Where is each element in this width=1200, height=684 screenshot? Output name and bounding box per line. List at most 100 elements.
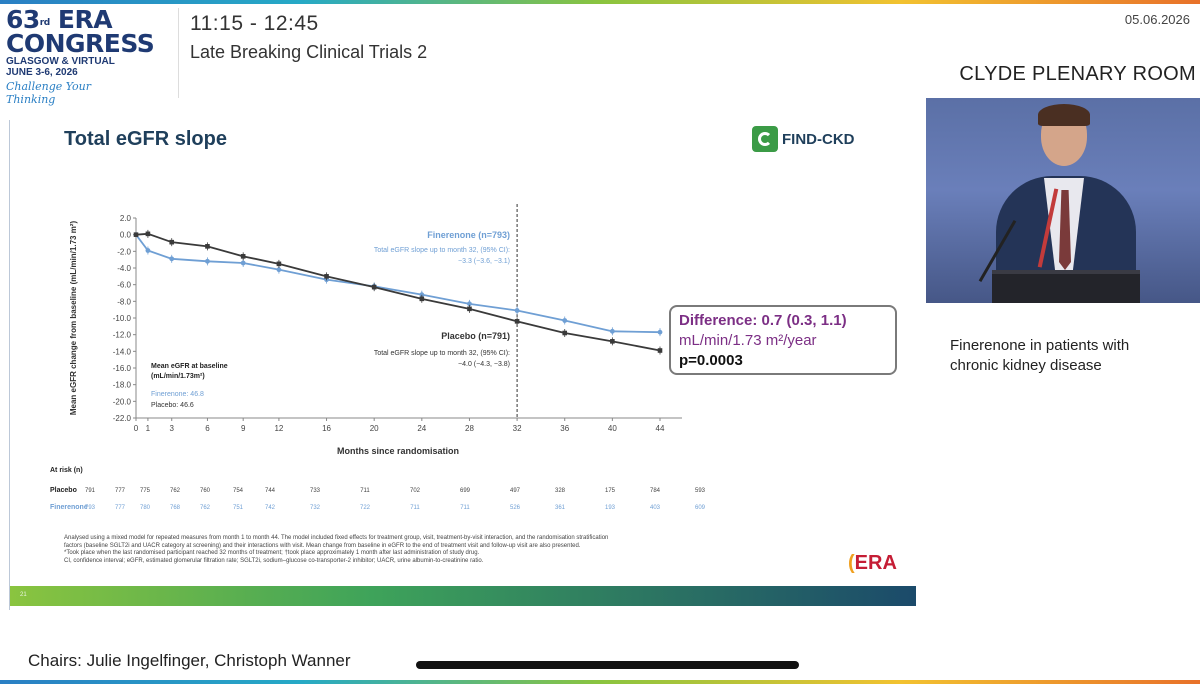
at-risk-count: 793 — [85, 505, 96, 511]
x-tick-label: 0 — [134, 424, 139, 433]
at-risk-count: 762 — [200, 505, 211, 511]
data-point — [419, 292, 425, 298]
at-risk-count: 526 — [510, 505, 521, 511]
x-axis-title: Months since randomisation — [337, 446, 459, 456]
y-tick-label: -8.0 — [117, 297, 131, 306]
at-risk-count: 593 — [695, 488, 706, 494]
finerenone-legend: Finerenone (n=793) — [427, 230, 510, 240]
top-accent-bar — [0, 0, 1200, 4]
y-tick-label: -22.0 — [113, 414, 132, 423]
at-risk-count: 777 — [115, 505, 126, 511]
at-risk-count: 193 — [605, 505, 616, 511]
finerenone-slope-text: Total eGFR slope up to month 32, (95% CI… — [374, 247, 510, 254]
finerenone-slope-value: −3.3 (−3.6, −3.1) — [458, 258, 510, 265]
at-risk-count: 784 — [650, 488, 661, 494]
at-risk-count: 702 — [410, 488, 421, 494]
x-tick-label: 20 — [370, 424, 379, 433]
at-risk-count: 744 — [265, 488, 276, 494]
horizontal-scrollbar[interactable] — [416, 661, 799, 669]
x-tick-label: 28 — [465, 424, 474, 433]
baseline-finerenone: Finerenone: 46.8 — [151, 391, 204, 398]
y-tick-label: -4.0 — [117, 264, 131, 273]
podium — [992, 270, 1140, 303]
y-tick-label: -12.0 — [113, 331, 132, 340]
at-risk-label: Placebo — [50, 487, 77, 494]
placebo-slope-text: Total eGFR slope up to month 32, (95% CI… — [374, 350, 510, 357]
x-tick-label: 40 — [608, 424, 617, 433]
at-risk-count: 791 — [85, 488, 96, 494]
x-tick-label: 32 — [513, 424, 522, 433]
baseline-placebo: Placebo: 46.6 — [151, 402, 194, 409]
at-risk-count: 777 — [115, 488, 126, 494]
at-risk-count: 328 — [555, 488, 566, 494]
at-risk-count: 732 — [310, 505, 321, 511]
at-risk-count: 742 — [265, 505, 276, 511]
data-point — [562, 330, 568, 336]
data-point — [240, 260, 246, 266]
data-point — [467, 306, 472, 312]
x-tick-label: 36 — [560, 424, 569, 433]
y-tick-label: -10.0 — [113, 314, 132, 323]
slide-footnotes: Analysed using a mixed model for repeate… — [64, 535, 609, 564]
y-tick-label: 2.0 — [120, 214, 132, 223]
x-tick-label: 24 — [417, 424, 426, 433]
data-point — [657, 348, 663, 353]
at-risk-label: Finerenone — [50, 504, 88, 511]
data-point — [610, 339, 615, 344]
baseline-unit: (mL/min/1.73m²) — [151, 373, 205, 380]
difference-value: Difference: 0.7 (0.3, 1.1) — [679, 312, 847, 329]
data-point — [467, 301, 472, 307]
series-line — [135, 232, 661, 352]
at-risk-count: 762 — [170, 488, 181, 494]
baseline-title: Mean eGFR at baseline — [151, 363, 228, 370]
y-tick-label: -2.0 — [117, 247, 131, 256]
data-point — [240, 254, 246, 259]
at-risk-count: 403 — [650, 505, 661, 511]
session-time: 11:15 - 12:45 — [190, 12, 319, 35]
x-tick-label: 9 — [241, 424, 246, 433]
at-risk-count: 497 — [510, 488, 521, 494]
talk-topic: Finerenone in patients with chronic kidn… — [950, 337, 1130, 374]
speaker-video — [926, 98, 1200, 303]
y-tick-label: -14.0 — [113, 347, 132, 356]
room-name: CLYDE PLENARY ROOM — [959, 63, 1196, 85]
at-risk-count: 711 — [460, 505, 470, 511]
y-tick-label: -16.0 — [113, 364, 132, 373]
data-point — [205, 244, 210, 249]
slide-page-number: 21 — [20, 592, 27, 598]
slide-title: Total eGFR slope — [64, 128, 227, 150]
x-tick-label: 12 — [274, 424, 283, 433]
x-tick-label: 6 — [205, 424, 210, 433]
at-risk-count: 722 — [360, 505, 371, 511]
series-line — [135, 234, 661, 334]
y-tick-label: -20.0 — [113, 397, 132, 406]
data-point — [324, 274, 329, 279]
at-risk-count: 768 — [170, 505, 181, 511]
y-axis-title: Mean eGFR change from baseline (mL/min/1… — [69, 221, 78, 416]
bottom-accent-bar — [0, 680, 1200, 684]
era-slide-logo: (ERA — [848, 552, 897, 574]
at-risk-count: 760 — [200, 488, 211, 494]
at-risk-count: 711 — [410, 505, 420, 511]
data-point — [657, 329, 663, 335]
x-tick-label: 44 — [656, 424, 665, 433]
era-congress-logo: 63rd ERA CONGRESS GLASGOW & VIRTUAL JUNE… — [6, 5, 155, 106]
at-risk-count: 609 — [695, 505, 706, 511]
difference-unit: mL/min/1.73 m²/year — [679, 332, 817, 349]
data-point — [276, 261, 282, 267]
at-risk-count: 751 — [233, 505, 244, 511]
find-ckd-logo: FIND-CKD — [752, 126, 855, 152]
session-name: Late Breaking Clinical Trials 2 — [190, 42, 428, 62]
difference-box: Difference: 0.7 (0.3, 1.1) mL/min/1.73 m… — [669, 305, 897, 375]
at-risk-header: At risk (n) — [50, 467, 83, 474]
presentation-slide: Total eGFR slope FIND-CKD 2.0 0.0 -2.0 -4.0… — [9, 120, 918, 610]
data-point — [169, 239, 175, 245]
data-point — [419, 296, 425, 302]
data-point — [205, 258, 210, 264]
session-chairs: Chairs: Julie Ingelfinger, Christoph Wan… — [28, 651, 351, 670]
data-point — [169, 256, 175, 262]
at-risk-count: 733 — [310, 488, 321, 494]
x-tick-label: 16 — [322, 424, 331, 433]
y-tick-label: -18.0 — [113, 381, 132, 390]
data-point — [514, 319, 520, 324]
